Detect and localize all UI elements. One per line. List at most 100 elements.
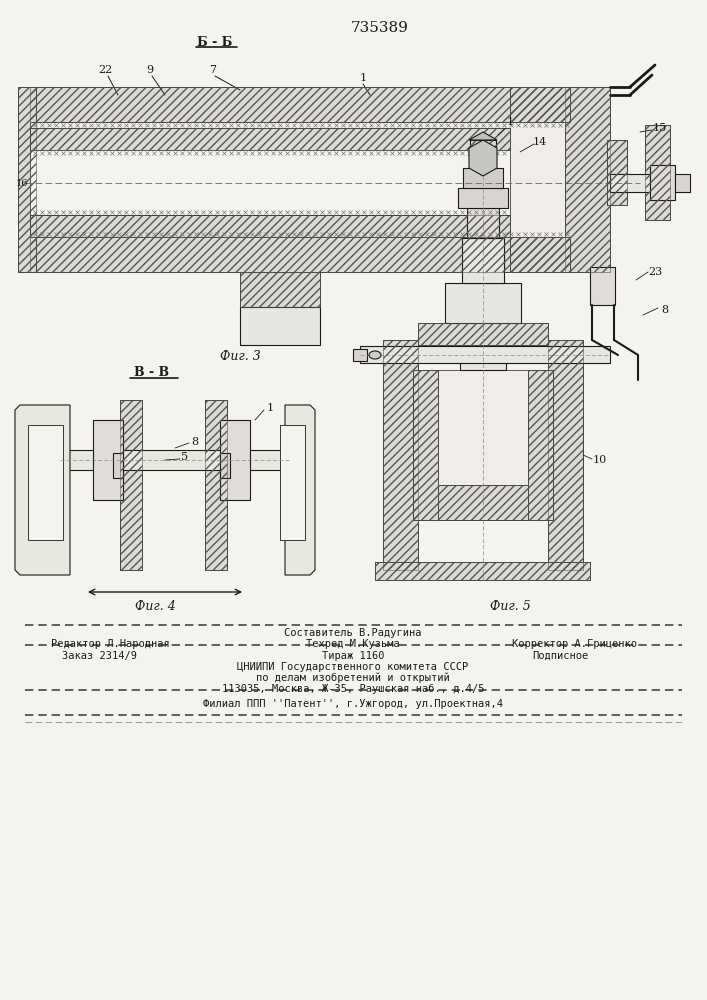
Bar [510,87,570,122]
Text: Корректор А.Гриценко: Корректор А.Гриценко [513,639,638,649]
Text: Фиг. 4: Фиг. 4 [134,600,175,613]
Bar [220,453,230,478]
Text: 22: 22 [98,65,112,75]
Bar [650,165,675,200]
Bar [510,237,570,272]
Bar [240,272,320,307]
Bar [30,128,510,150]
Text: 23: 23 [648,267,662,277]
Text: 113035, Москва, Ж-35, Раушская наб., д.4/5: 113035, Москва, Ж-35, Раушская наб., д.4… [222,684,484,694]
Text: Составитель В.Радугина: Составитель В.Радугина [284,628,422,638]
Bar [280,425,305,540]
Polygon shape [15,405,70,575]
Text: по делам изобретений и открытий: по делам изобретений и открытий [256,673,450,683]
Bar [353,349,367,361]
Bar [607,140,627,205]
Bar [418,323,548,345]
Polygon shape [469,140,497,176]
Bar [18,87,36,272]
Bar [565,87,610,272]
Bar [548,340,583,570]
Bar [30,237,570,272]
Text: Подписное: Подписное [532,651,588,661]
Bar [30,122,570,237]
Bar [383,340,418,570]
Bar [120,400,142,570]
Bar [240,307,320,345]
Bar [458,188,508,208]
Bar [418,323,548,345]
Bar [467,208,499,238]
Text: 8: 8 [192,437,199,447]
Text: 15: 15 [653,123,667,133]
Bar [113,453,123,478]
Bar [360,346,610,363]
Bar [510,87,570,122]
Text: 735389: 735389 [351,21,409,35]
Bar [60,450,290,470]
Bar [30,87,570,122]
Polygon shape [285,405,315,575]
Bar [460,305,506,370]
Bar [205,400,227,570]
Polygon shape [469,132,497,140]
Text: 16: 16 [16,178,28,188]
Bar [30,215,510,237]
Text: 8: 8 [662,305,669,315]
Bar [675,174,690,192]
Text: Тираж 1160: Тираж 1160 [322,651,384,661]
Bar [383,340,418,570]
Text: Фиг. 5: Фиг. 5 [490,600,530,613]
Bar [30,237,570,272]
Bar [18,87,36,272]
Bar [28,425,63,540]
Bar [375,562,590,580]
Bar [645,125,670,220]
Text: Техред М.Кузьма: Техред М.Кузьма [306,639,400,649]
Bar [565,87,610,272]
Text: В - В: В - В [134,366,170,379]
Bar [528,370,553,520]
Bar [510,237,570,272]
Bar [220,420,250,500]
Bar [470,140,496,168]
Text: 5: 5 [182,452,189,462]
Text: Фиг. 3: Фиг. 3 [220,351,260,363]
Text: 1: 1 [506,117,513,127]
Bar [120,400,142,570]
Bar [93,420,123,500]
Bar [375,562,590,580]
Bar [445,283,521,323]
Bar [30,150,510,215]
Text: Заказ 2314/9: Заказ 2314/9 [62,651,137,661]
Text: Редактор Л.Народная: Редактор Л.Народная [51,639,170,649]
Text: 1: 1 [267,403,274,413]
Text: 7: 7 [209,65,216,75]
Bar [645,125,670,220]
Bar [438,370,528,520]
Bar [413,370,438,520]
Bar [462,238,504,283]
Text: ЦНИИПИ Государственного комитета СССР: ЦНИИПИ Государственного комитета СССР [238,662,469,672]
Bar [30,87,570,122]
Text: 14: 14 [533,137,547,147]
Bar [30,215,510,237]
Bar [548,340,583,570]
Bar [607,140,627,205]
Bar [240,272,320,307]
Text: 10: 10 [593,455,607,465]
Bar [30,128,510,150]
Text: Б - Б: Б - Б [197,35,233,48]
Bar [438,485,528,520]
Text: Филиал ППП ''Патент'', г.Ужгород, ул.Проектная,4: Филиал ППП ''Патент'', г.Ужгород, ул.Про… [203,699,503,709]
Text: 1: 1 [359,73,366,83]
Bar [463,168,503,188]
Bar [610,174,650,192]
Bar [205,400,227,570]
Ellipse shape [369,351,381,359]
Bar [590,267,615,305]
Bar [413,370,438,520]
Bar [30,150,510,215]
Bar [528,370,553,520]
Bar [438,485,528,520]
